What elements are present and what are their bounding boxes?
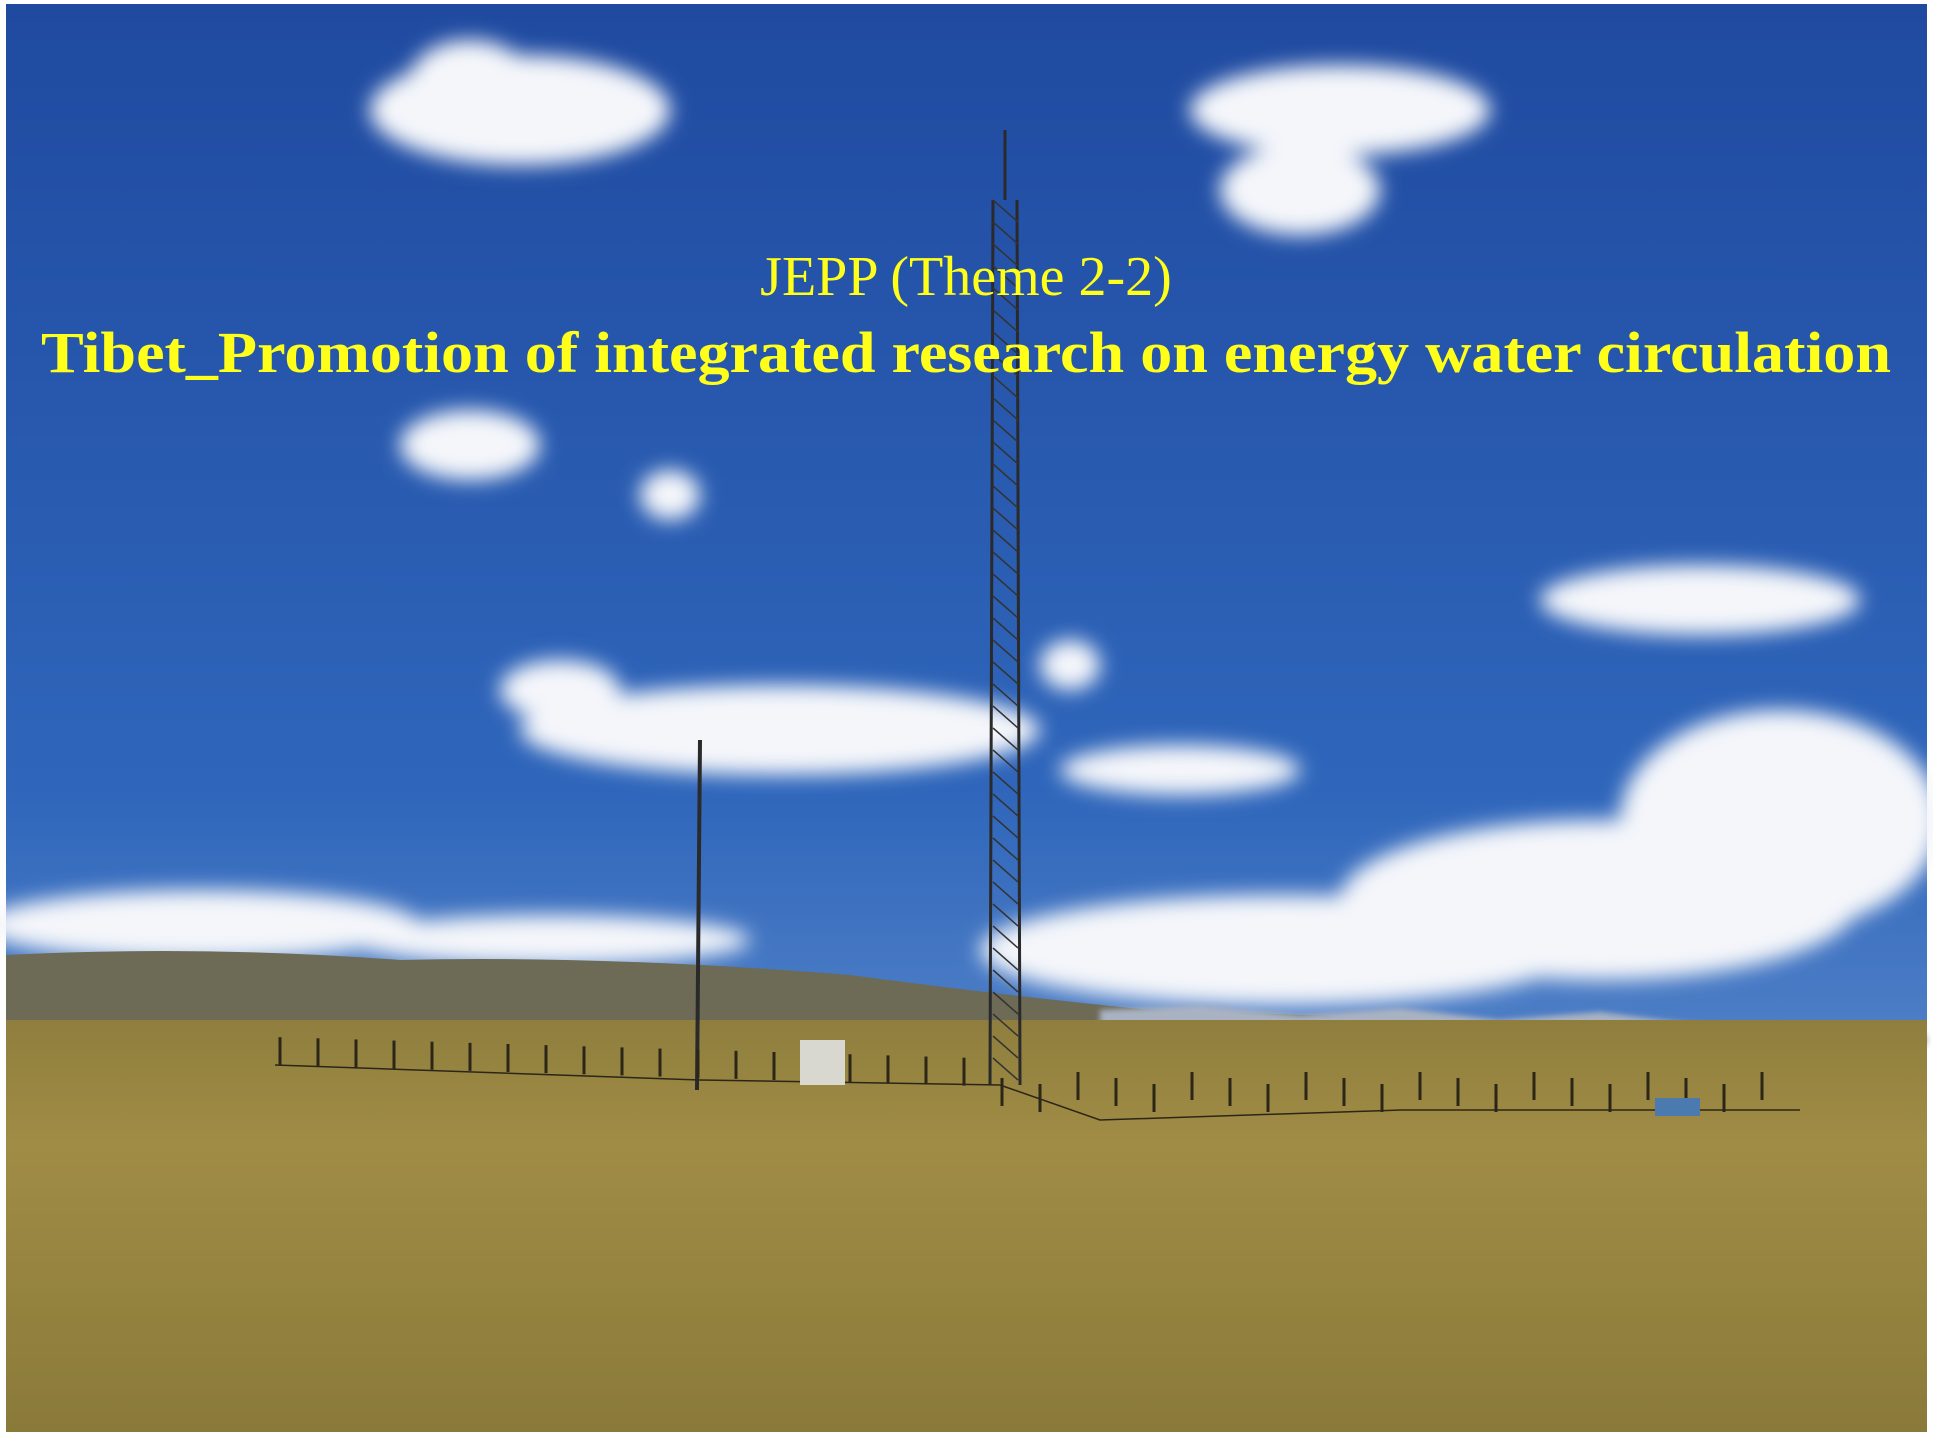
line: [992, 705, 1019, 729]
line: [992, 1057, 1019, 1081]
line: [992, 859, 1019, 883]
line: [992, 661, 1019, 685]
line: [992, 331, 1019, 355]
line: [992, 771, 1019, 795]
line: [992, 243, 1019, 267]
line: [992, 595, 1019, 619]
line: [992, 617, 1019, 641]
line: [992, 529, 1019, 553]
line: [992, 287, 1019, 311]
hut: [800, 1040, 845, 1085]
line: [992, 309, 1019, 333]
line: [992, 1035, 1019, 1059]
line: [992, 639, 1019, 663]
line: [992, 353, 1019, 377]
box: [1655, 1098, 1700, 1116]
title-line-2: Tibet_Promotion of integrated research o…: [41, 320, 1891, 385]
line: [992, 573, 1019, 597]
line: [992, 749, 1019, 773]
line: [992, 507, 1019, 531]
grassland: [6, 1020, 1927, 1432]
fence: [274, 1037, 1800, 1121]
line: [992, 419, 1019, 443]
line: [992, 991, 1019, 1015]
clouds: [0, 40, 1933, 1005]
line: [992, 683, 1019, 707]
title-line-1: JEPP (Theme 2-2): [760, 246, 1172, 308]
line: [992, 265, 1019, 289]
line: [992, 221, 1019, 245]
line: [992, 947, 1019, 971]
line: [992, 793, 1019, 817]
line: [992, 485, 1019, 509]
line: [992, 551, 1019, 575]
tower: [695, 130, 1022, 1091]
line: [992, 1013, 1019, 1037]
line: [992, 375, 1019, 399]
line: [992, 881, 1019, 905]
line: [992, 815, 1019, 839]
line: [992, 925, 1019, 949]
line: [992, 463, 1019, 487]
tower-lattice: [992, 199, 1019, 1081]
line: [992, 727, 1019, 751]
line: [992, 903, 1019, 927]
line: [992, 837, 1019, 861]
line: [992, 441, 1019, 465]
line: [992, 397, 1019, 421]
line: [992, 969, 1019, 993]
line: [992, 199, 1019, 223]
